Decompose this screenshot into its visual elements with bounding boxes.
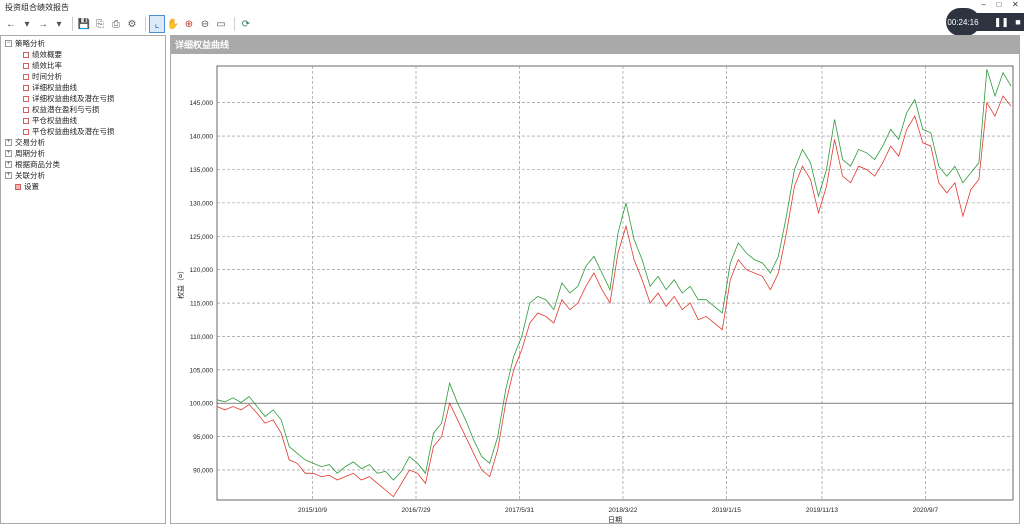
toolbar-separator (234, 17, 235, 31)
tree-item[interactable]: 平仓权益曲线 (1, 115, 165, 126)
tree-item-label: 设置 (24, 182, 39, 191)
toolbar: ← ▾ → ▾ 💾 ⎘ ⎙ ⚙ ⌞ ✋ ⊕ ⊖ ▭ ⟳ (0, 14, 1024, 34)
fit-view-icon[interactable]: ▭ (216, 18, 226, 30)
forward-button[interactable]: → (38, 18, 48, 30)
y-tick-label: 135,000 (190, 167, 214, 174)
tree-item-label: 权益潜在盈利与亏损 (32, 105, 100, 114)
tree-item[interactable]: 绩效比率 (1, 60, 165, 71)
zoom-out-icon[interactable]: ⊖ (200, 18, 210, 30)
tree-item[interactable]: + 周期分析 (1, 148, 165, 159)
tree-item[interactable]: + 根据商品分类 (1, 159, 165, 170)
back-dropdown-icon[interactable]: ▾ (24, 18, 30, 30)
back-button[interactable]: ← (6, 18, 16, 30)
report-page-icon (23, 84, 29, 91)
tree-item-label: 平仓权益曲线及潜在亏损 (32, 127, 115, 136)
x-axis-label: 日期 (608, 516, 622, 523)
title-bar: 投资组合绩效报告 (0, 0, 1024, 14)
tree-item-label: 详细权益曲线及潜在亏损 (32, 94, 115, 103)
toolbar-separator (72, 17, 73, 31)
forward-dropdown-icon[interactable]: ▾ (56, 18, 62, 30)
toolbar-separator (145, 17, 146, 31)
report-tree: − 策略分析 绩效概要 绩效比率 时间分析 详细权益曲线 详细权益曲线及潜在亏损 权益潜在盈利… (0, 35, 166, 524)
y-tick-label: 100,000 (190, 401, 214, 408)
y-tick-label: 115,000 (190, 301, 213, 308)
equity-chart[interactable]: 90,000 95,000 100,000 105,000 110,000 115,000… (171, 54, 1019, 528)
tree-item-label: 策略分析 (15, 39, 45, 48)
tree-item-label: 平仓权益曲线 (32, 116, 77, 125)
y-tick-label: 105,000 (190, 367, 214, 374)
plot-area (216, 65, 1014, 501)
tree-item-label: 周期分析 (15, 149, 45, 158)
expand-icon[interactable]: + (5, 161, 12, 168)
maximize-icon[interactable]: □ (996, 0, 1002, 9)
tree-item-label: 时间分析 (32, 72, 62, 81)
expand-icon[interactable]: + (5, 139, 12, 146)
x-tick-label: 2016/7/29 (402, 507, 431, 514)
chart-panel: 详细权益曲线 90,000 95,000 100,000 105,000 110,000… (170, 35, 1020, 528)
tree-item[interactable]: 设置 (1, 181, 165, 192)
collapse-icon[interactable]: − (5, 40, 12, 47)
expand-icon[interactable]: + (5, 172, 12, 179)
x-tick-label: 2018/3/22 (608, 507, 637, 514)
series-high-line (216, 69, 1012, 481)
expand-icon[interactable]: + (5, 150, 12, 157)
y-tick-label: 110,000 (190, 334, 213, 341)
tree-item[interactable]: + 交易分析 (1, 137, 165, 148)
tree-item[interactable]: − 策略分析 (1, 38, 165, 49)
close-icon[interactable]: ✕ (1011, 0, 1019, 9)
report-page-icon (23, 128, 29, 135)
y-tick-label: 125,000 (190, 234, 214, 241)
settings-page-icon (15, 183, 21, 190)
y-tick-label: 130,000 (190, 200, 214, 207)
y-axis-label: 权益（¤） (176, 267, 185, 299)
tree-item[interactable]: 时间分析 (1, 71, 165, 82)
y-tick-label: 145,000 (190, 100, 214, 107)
x-tick-label: 2019/11/13 (806, 507, 838, 514)
zoom-in-icon[interactable]: ⊕ (184, 18, 194, 30)
tree-item[interactable]: 绩效概要 (1, 49, 165, 60)
tree-item[interactable]: + 关联分析 (1, 170, 165, 181)
stop-icon[interactable]: ■ (1015, 17, 1021, 27)
tree-item[interactable]: 详细权益曲线及潜在亏损 (1, 93, 165, 104)
panel-title: 详细权益曲线 (171, 36, 1019, 54)
save-icon[interactable]: 💾 (77, 18, 91, 30)
y-tick-label: 90,000 (193, 467, 213, 474)
pause-icon[interactable]: ❚❚ (993, 16, 1009, 27)
recording-timer: 00:24:16 (946, 8, 980, 36)
y-tick-label: 120,000 (190, 267, 214, 274)
y-tick-label: 140,000 (190, 134, 214, 141)
tree-item-label: 交易分析 (15, 138, 45, 147)
settings-icon[interactable]: ⚙ (127, 18, 137, 30)
print-icon[interactable]: ⎙ (112, 18, 120, 30)
y-tick-label: 95,000 (193, 434, 213, 441)
select-tool-icon[interactable]: ⌞ (149, 15, 165, 33)
tree-item-label: 绩效概要 (32, 50, 62, 59)
report-page-icon (23, 51, 29, 58)
report-page-icon (23, 106, 29, 113)
report-page-icon (23, 73, 29, 80)
tree-item[interactable]: 详细权益曲线 (1, 82, 165, 93)
series-low-line (216, 95, 1012, 498)
tree-item-label: 关联分析 (15, 171, 45, 180)
tree-item[interactable]: 平仓权益曲线及潜在亏损 (1, 126, 165, 137)
report-page-icon (23, 117, 29, 124)
tree-item-label: 详细权益曲线 (32, 83, 77, 92)
tree-item-label: 根据商品分类 (15, 160, 60, 169)
report-page-icon (23, 62, 29, 69)
recording-overlay: ❚❚ ■ 00:24:16 (946, 8, 1024, 36)
x-tick-label: 2019/1/15 (712, 507, 741, 514)
minimize-icon[interactable]: – (981, 0, 986, 9)
refresh-icon[interactable]: ⟳ (241, 18, 251, 30)
window-title: 投资组合绩效报告 (5, 3, 69, 12)
window-controls: – □ ✕ (976, 0, 1024, 10)
recording-controls: ❚❚ ■ (976, 13, 1024, 31)
tree-item[interactable]: 权益潜在盈利与亏损 (1, 104, 165, 115)
export-icon[interactable]: ⎘ (96, 18, 104, 30)
tree-item-label: 绩效比率 (32, 61, 62, 70)
x-tick-label: 2020/9/7 (913, 507, 939, 514)
report-page-icon (23, 95, 29, 102)
x-tick-label: 2017/5/31 (505, 507, 534, 514)
x-tick-label: 2015/10/9 (298, 507, 327, 514)
pan-tool-icon[interactable]: ✋ (166, 18, 180, 30)
